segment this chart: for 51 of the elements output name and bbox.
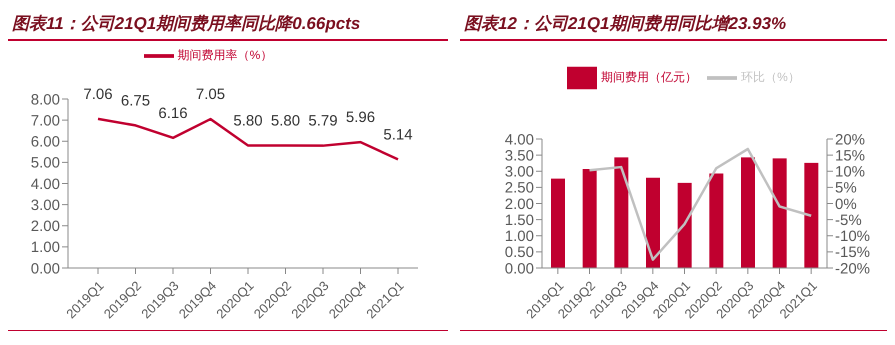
y-tick-label: 2.00 xyxy=(30,218,60,236)
y-tick-label: 4.00 xyxy=(30,176,60,193)
y-tick-label: 1.50 xyxy=(504,212,534,229)
y-tick-label: 4.00 xyxy=(504,131,534,148)
y-tick-label: 2.50 xyxy=(504,180,534,197)
line-series xyxy=(588,148,812,261)
y-tick-label: 1.00 xyxy=(504,228,534,246)
data-label: 5.14 xyxy=(383,126,413,144)
bar xyxy=(614,157,628,268)
y-tick-label: 0.00 xyxy=(504,260,534,278)
bar xyxy=(551,178,565,268)
data-label: 5.79 xyxy=(308,112,338,130)
bar xyxy=(582,168,597,268)
data-label: 7.06 xyxy=(83,86,113,103)
legend-label: 期间费用率（%） xyxy=(178,48,272,62)
y-tick-label: 5.00 xyxy=(30,154,60,172)
bar xyxy=(741,157,755,268)
y2-tick-label: 10% xyxy=(835,164,866,181)
data-label: 5.80 xyxy=(270,112,300,130)
y-tick-label: 7.00 xyxy=(30,112,60,130)
y2-tick-label: 0% xyxy=(835,196,857,213)
y-tick-label: 6.00 xyxy=(30,134,60,151)
bar xyxy=(804,162,818,268)
data-label: 6.16 xyxy=(158,104,188,122)
y-tick-label: 3.00 xyxy=(30,196,60,214)
y2-tick-label: -15% xyxy=(835,244,870,262)
y-tick-label: 0.50 xyxy=(504,244,534,262)
bar xyxy=(709,174,724,268)
y2-tick-label: 15% xyxy=(835,147,866,164)
y-tick-label: 3.00 xyxy=(504,164,534,181)
bar xyxy=(646,178,660,268)
data-label: 5.80 xyxy=(233,112,263,130)
y2-tick-label: -5% xyxy=(835,212,862,229)
y2-tick-label: 20% xyxy=(835,131,866,148)
y2-tick-label: -20% xyxy=(835,260,870,278)
data-label: 5.96 xyxy=(346,109,376,126)
y-tick-label: 0.00 xyxy=(30,260,60,278)
y2-tick-label: 5% xyxy=(835,180,857,197)
y2-tick-label: -10% xyxy=(835,228,870,246)
bar xyxy=(678,182,692,268)
data-label: 7.05 xyxy=(196,86,226,104)
bar xyxy=(772,158,787,268)
chart-title: 图表11：公司21Q1期间费用率同比降0.66pcts xyxy=(11,13,362,35)
legend-label: 期间费用（亿元） xyxy=(601,70,698,84)
data-label: 6.75 xyxy=(120,92,150,110)
y-tick-label: 3.50 xyxy=(504,147,534,164)
y-tick-label: 2.00 xyxy=(504,196,534,213)
chart-title: 图表12：公司21Q1期间费用同比增23.93% xyxy=(463,13,788,35)
y-tick-label: 8.00 xyxy=(30,91,60,108)
legend-label: 环比（%） xyxy=(741,70,800,84)
y-tick-label: 1.00 xyxy=(30,239,60,256)
